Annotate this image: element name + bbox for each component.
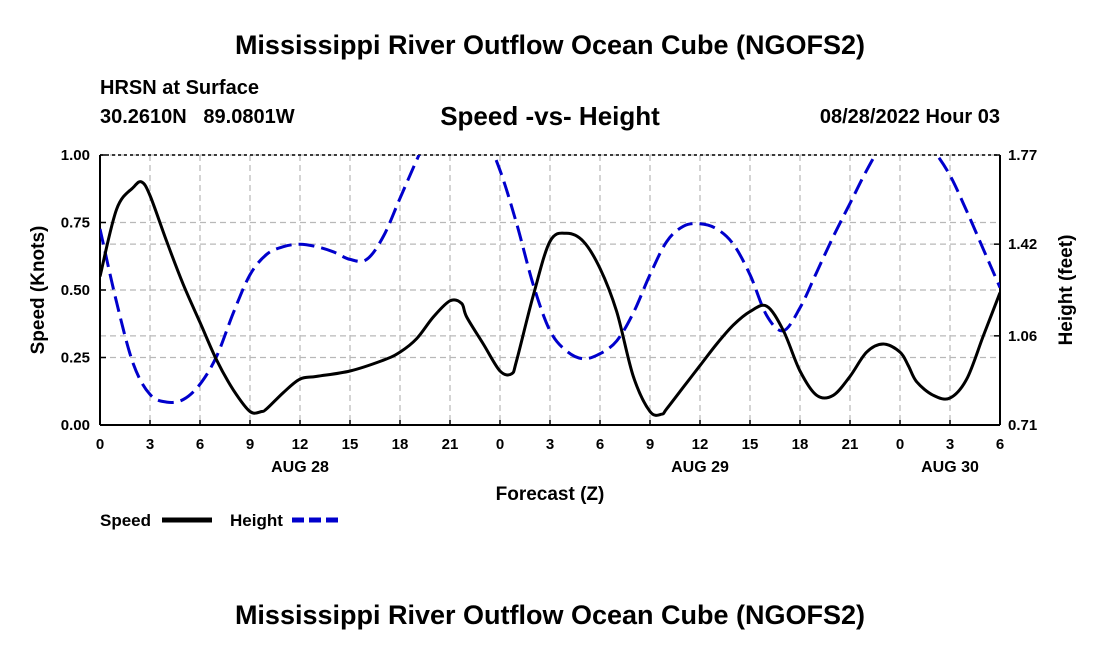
x-tick-label: 6 — [596, 436, 604, 453]
x-tick-label: 3 — [546, 436, 554, 453]
x-tick-label: 21 — [442, 436, 459, 453]
y-tick-label-left: 1.00 — [61, 147, 90, 164]
label-layer: 0 3 6 9 12 15 18 21 0 3 6 9 12 15 18 21 0 3 6 AUG 28 AUG 29 A… — [61, 147, 1037, 476]
speed-height-chart: 0 3 6 9 12 15 18 21 0 3 6 9 12 15 18 21 0 3 6 AUG 28 AUG 29 A… — [28, 147, 1077, 530]
x-tick-label: 18 — [392, 436, 409, 453]
day-label: AUG 30 — [921, 459, 979, 476]
x-tick-label: 21 — [842, 436, 859, 453]
forecast-datetime: 08/28/2022 Hour 03 — [819, 106, 1000, 128]
day-label: AUG 28 — [271, 459, 329, 476]
chart-title: Mississippi River Outflow Ocean Cube (NG… — [234, 30, 866, 60]
legend-speed-label: Speed — [100, 511, 151, 530]
x-tick-label: 6 — [996, 436, 1004, 453]
y-tick-label-right: 1.06 — [1008, 328, 1037, 345]
y-tick-label-right: 1.42 — [1008, 236, 1037, 253]
y-tick-label-left: 0.25 — [61, 350, 90, 367]
x-tick-label: 15 — [342, 436, 359, 453]
y-tick-label-right: 0.71 — [1008, 417, 1037, 434]
x-tick-label: 12 — [692, 436, 709, 453]
station-coordinates: 30.2610N 89.0801W — [100, 106, 295, 128]
footer-title: Mississippi River Outflow Ocean Cube (NG… — [234, 600, 866, 630]
x-tick-label: 6 — [196, 436, 204, 453]
x-tick-label: 15 — [742, 436, 759, 453]
y-tick-label-right: 1.77 — [1008, 147, 1037, 164]
x-tick-label: 3 — [146, 436, 154, 453]
x-axis-title: Forecast (Z) — [496, 484, 605, 505]
height-series-line — [100, 155, 1000, 404]
y-tick-label-left: 0.75 — [61, 215, 90, 232]
station-label: HRSN at Surface — [100, 77, 259, 99]
chart-subtitle: Speed -vs- Height — [440, 101, 660, 131]
y-tick-label-left: 0.00 — [61, 417, 90, 434]
x-tick-label: 9 — [646, 436, 654, 453]
y-axis-title-left: Speed (Knots) — [28, 226, 49, 355]
grid-layer — [100, 154, 1000, 426]
legend-height-label: Height — [230, 511, 283, 530]
speed-series-line — [100, 180, 1000, 417]
series-layer — [100, 155, 1000, 417]
x-tick-label: 0 — [96, 436, 104, 453]
x-tick-label: 0 — [896, 436, 904, 453]
x-tick-label: 3 — [946, 436, 954, 453]
x-tick-label: 18 — [792, 436, 809, 453]
legend: Speed Height — [100, 511, 342, 530]
x-tick-label: 0 — [496, 436, 504, 453]
x-tick-label: 12 — [292, 436, 309, 453]
y-axis-title-right: Height (feet) — [1056, 235, 1077, 346]
x-tick-label: 9 — [246, 436, 254, 453]
y-tick-label-left: 0.50 — [61, 282, 90, 299]
day-label: AUG 29 — [671, 459, 729, 476]
